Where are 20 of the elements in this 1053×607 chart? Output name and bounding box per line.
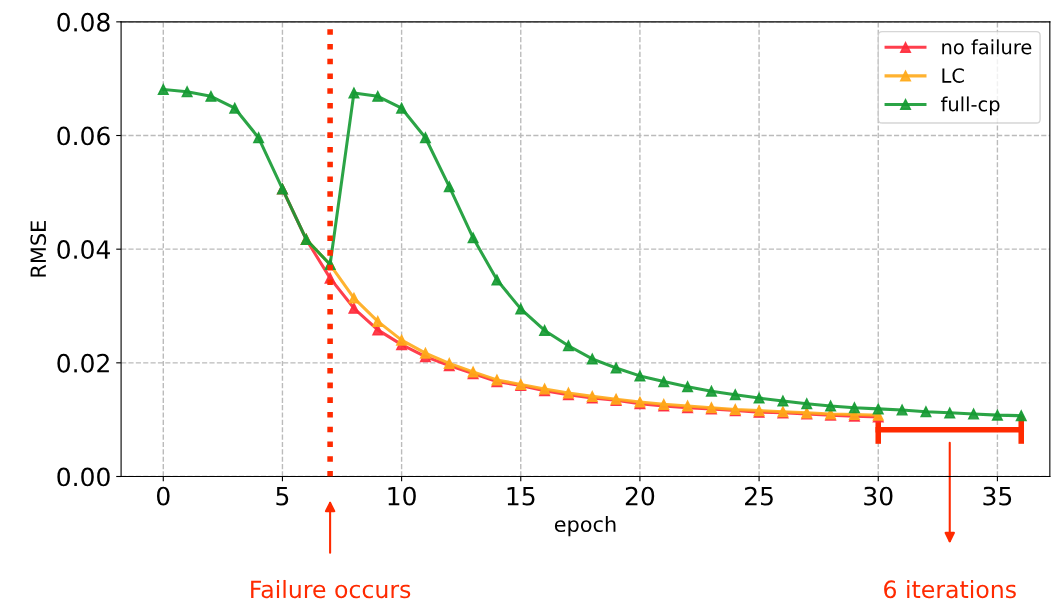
legend-label: no failure: [942, 39, 1032, 55]
y-tick-label: 0.02: [57, 353, 109, 373]
x-tick-label: 35: [983, 486, 1012, 506]
y-tick-label: 0.06: [57, 126, 110, 146]
x-axis-title: epoch: [554, 515, 616, 537]
x-tick-label: 30: [864, 486, 893, 506]
x-tick-label: 0: [156, 486, 170, 506]
x-tick-label: 10: [388, 486, 416, 506]
x-tick-label: 25: [745, 486, 773, 506]
x-tick-label: 5: [276, 486, 289, 506]
y-tick-label: 0.00: [57, 467, 110, 487]
y-tick-label: 0.08: [57, 12, 110, 32]
text: 6 iterations: [884, 579, 1016, 599]
x-tick-label: 20: [625, 486, 655, 506]
y-axis-title: RMSE: [30, 221, 47, 277]
legend-label: full-cp: [940, 96, 1000, 116]
legend-label: LC: [942, 68, 964, 83]
y-tick-label: 0.04: [57, 240, 110, 260]
x-tick-label: 15: [507, 486, 535, 506]
ref-line-label: Failure occurs: [251, 579, 411, 599]
